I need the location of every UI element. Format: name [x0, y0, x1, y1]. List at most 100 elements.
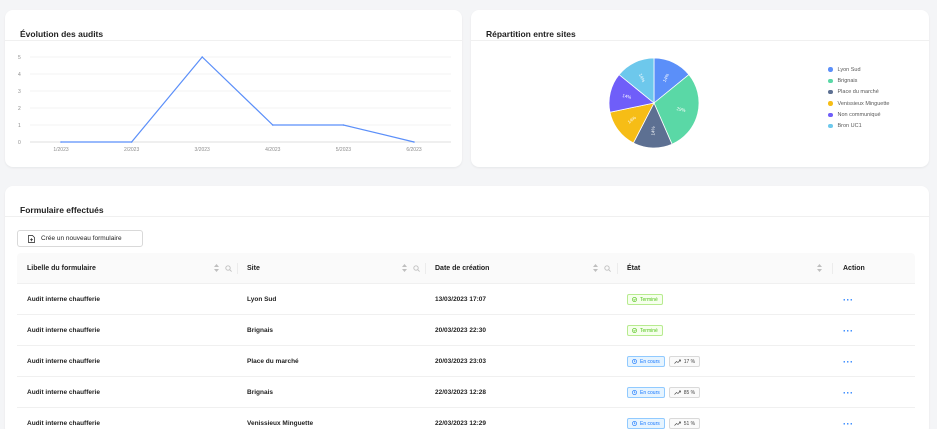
more-actions-icon[interactable]: ··· [843, 356, 854, 367]
data-point [342, 124, 345, 126]
x-tick-label: 5/2023 [336, 147, 352, 153]
x-tick-label: 3/2023 [195, 147, 211, 153]
search-icon[interactable] [225, 264, 232, 272]
legend-label: Venissieux Minguette [837, 100, 890, 107]
column-header-date[interactable]: Date de création [435, 265, 490, 272]
sort-icon[interactable] [593, 264, 598, 272]
legend-label: Place du marché [837, 89, 879, 96]
new-form-button-label: Crée un nouveau formulaire [41, 235, 122, 242]
trend-up-icon [674, 359, 681, 364]
status-badge-done: Terminé [627, 325, 663, 336]
column-header-action: Action [843, 265, 865, 272]
table-row: Audit interne chaufferie Brignais 22/03/20… [17, 377, 915, 408]
column-separator [832, 263, 833, 274]
status-badge-label: Terminé [640, 327, 658, 334]
legend-dot-icon [828, 123, 833, 129]
cell-state: Terminé [627, 284, 663, 315]
status-badge-in-progress: En cours [627, 418, 665, 429]
clock-icon [632, 359, 637, 364]
pie-slice[interactable] [653, 74, 700, 145]
progress-value: 51 % [683, 420, 696, 427]
legend-item[interactable]: Non communiqué [828, 109, 889, 120]
trend-up-icon [674, 390, 681, 395]
line-chart: 0 1 2 3 4 5 1/2023 2/2023 3/2023 4/2023 5/2023 6/20… [18, 55, 451, 153]
legend-item[interactable]: Venissieux Minguette [828, 98, 889, 109]
more-actions-icon[interactable]: ··· [843, 387, 854, 398]
clock-icon [632, 390, 637, 395]
cell-site: Place du marché [247, 358, 299, 365]
more-actions-icon[interactable]: ··· [843, 325, 854, 336]
sort-icon[interactable] [402, 264, 407, 272]
trend-up-icon [674, 421, 681, 426]
legend-label: Bron UC1 [837, 123, 862, 130]
cell-date: 20/03/2023 22:30 [435, 327, 486, 334]
column-separator [425, 263, 426, 274]
pie-slice-label: 29% [676, 106, 686, 113]
series-line [61, 56, 415, 143]
column-tools-date [593, 264, 611, 272]
legend-dot-icon [828, 112, 833, 118]
forms-card: Formulaire effectués Crée un nouveau for… [5, 186, 929, 429]
data-point [60, 141, 62, 143]
table-header: Libelle du formulaire Site Date de créat… [17, 253, 915, 284]
check-circle-icon [632, 297, 637, 302]
sort-icon[interactable] [214, 264, 219, 272]
pie-legend: Lyon Sud Brignais Place du marché Venissieu… [828, 64, 889, 132]
cell-libelle: Audit interne chaufferie [27, 420, 100, 427]
legend-dot-icon [828, 78, 833, 84]
cell-state: En cours 17 % [627, 346, 701, 377]
search-icon[interactable] [604, 264, 611, 272]
pie-slice-label: 14% [622, 93, 632, 100]
cell-site: Brignais [247, 327, 274, 334]
cell-site: Brignais [247, 389, 274, 396]
progress-badge: 51 % [668, 418, 701, 429]
cell-libelle: Audit interne chaufferie [27, 389, 100, 396]
legend-item[interactable]: Lyon Sud [828, 64, 889, 75]
y-tick-label: 5 [18, 55, 21, 61]
status-badge-label: En cours [640, 358, 660, 365]
status-badge-in-progress: En cours [627, 356, 665, 367]
column-header-site[interactable]: Site [247, 265, 260, 272]
forms-card-title: Formulaire effectués [20, 205, 104, 215]
check-circle-icon [632, 328, 637, 333]
card-divider [5, 40, 462, 41]
pie-slice[interactable] [618, 57, 655, 104]
audits-evolution-card: Évolution des audits 0 1 2 3 4 5 1/2023 2/2023 3… [5, 10, 462, 167]
status-badge-label: Terminé [640, 296, 658, 303]
progress-badge: 17 % [668, 356, 701, 367]
x-tick-label: 2/2023 [124, 147, 140, 153]
column-separator [237, 263, 238, 274]
legend-item[interactable]: Bron UC1 [828, 120, 889, 131]
legend-item[interactable]: Place du marché [828, 87, 889, 98]
data-point [201, 56, 203, 58]
data-point [272, 124, 274, 126]
column-tools-site [402, 264, 420, 272]
legend-dot-icon [828, 89, 833, 95]
progress-badge: 85 % [668, 387, 701, 398]
more-actions-icon[interactable]: ··· [843, 418, 854, 429]
search-icon[interactable] [413, 264, 420, 272]
new-form-button[interactable]: Crée un nouveau formulaire [17, 230, 143, 247]
card-divider [5, 216, 929, 217]
y-tick-label: 3 [18, 89, 21, 95]
pie-chart-title: Répartition entre sites [486, 29, 576, 39]
sort-icon[interactable] [817, 264, 822, 272]
more-actions-icon[interactable]: ··· [843, 294, 854, 305]
column-header-libelle[interactable]: Libelle du formulaire [27, 265, 96, 272]
column-header-state[interactable]: État [627, 265, 641, 272]
cell-libelle: Audit interne chaufferie [27, 327, 100, 334]
cell-state: En cours 51 % [627, 408, 701, 429]
y-tick-label: 0 [18, 140, 21, 146]
status-badge-label: En cours [640, 420, 660, 427]
x-tick-label: 6/2023 [406, 147, 422, 153]
table-row: Audit interne chaufferie Place du marché 2… [17, 346, 915, 377]
cell-date: 13/03/2023 17:07 [435, 296, 486, 303]
card-divider [471, 40, 929, 41]
legend-label: Non communiqué [837, 111, 881, 118]
legend-item[interactable]: Brignais [828, 75, 889, 86]
cell-libelle: Audit interne chaufferie [27, 296, 100, 303]
status-badge-label: En cours [640, 389, 660, 396]
pie-chart: 14% 29% 14% 14% 14% 14% [608, 57, 700, 149]
column-tools-state [817, 264, 822, 272]
legend-dot-icon [828, 67, 833, 72]
